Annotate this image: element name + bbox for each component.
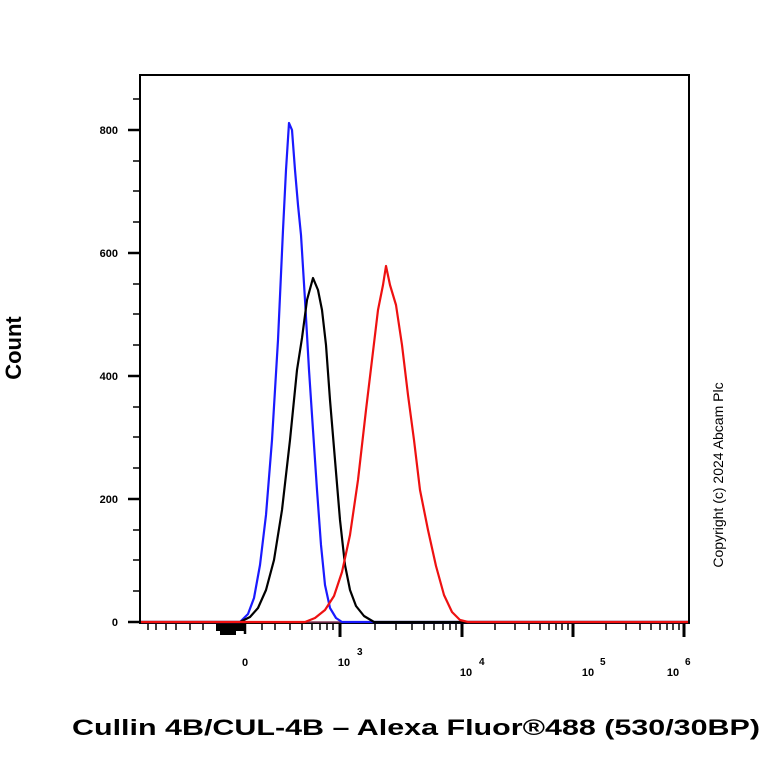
x-tick-label-0: 0 [242,657,248,669]
x-tick-label-1e6: 10 6 [667,657,691,679]
y-tick-label-0: 0 [112,617,118,629]
histogram-red [141,264,688,624]
svg-text:10: 10 [582,667,594,679]
y-tick-label-600: 600 [100,248,118,260]
svg-text:6: 6 [685,657,691,668]
svg-text:10: 10 [460,667,472,679]
svg-text:10: 10 [338,657,350,669]
y-tick-label-400: 400 [100,371,118,383]
y-tick-label-200: 200 [100,494,118,506]
x-tick-label-1e4: 10 4 [460,657,485,679]
svg-text:5: 5 [600,657,606,668]
x-axis [147,623,686,637]
histogram-black [141,276,688,624]
svg-text:10: 10 [667,667,679,679]
svg-text:4: 4 [479,657,485,668]
plot-frame [139,74,690,624]
x-tick-label-1e3: 10 3 [338,647,363,669]
y-axis-title: Count [1,316,26,380]
x-axis-title: Cullin 4B/CUL-4B – Alexa Fluor®488 (530/… [72,715,760,740]
y-axis [128,98,140,624]
y-tick-label-800: 800 [100,125,118,137]
svg-text:3: 3 [357,647,363,658]
x-tick-label-1e5: 10 5 [582,657,606,679]
histogram-blue [141,121,688,624]
copyright-notice: Copyright (c) 2024 Abcam Plc [710,382,726,567]
